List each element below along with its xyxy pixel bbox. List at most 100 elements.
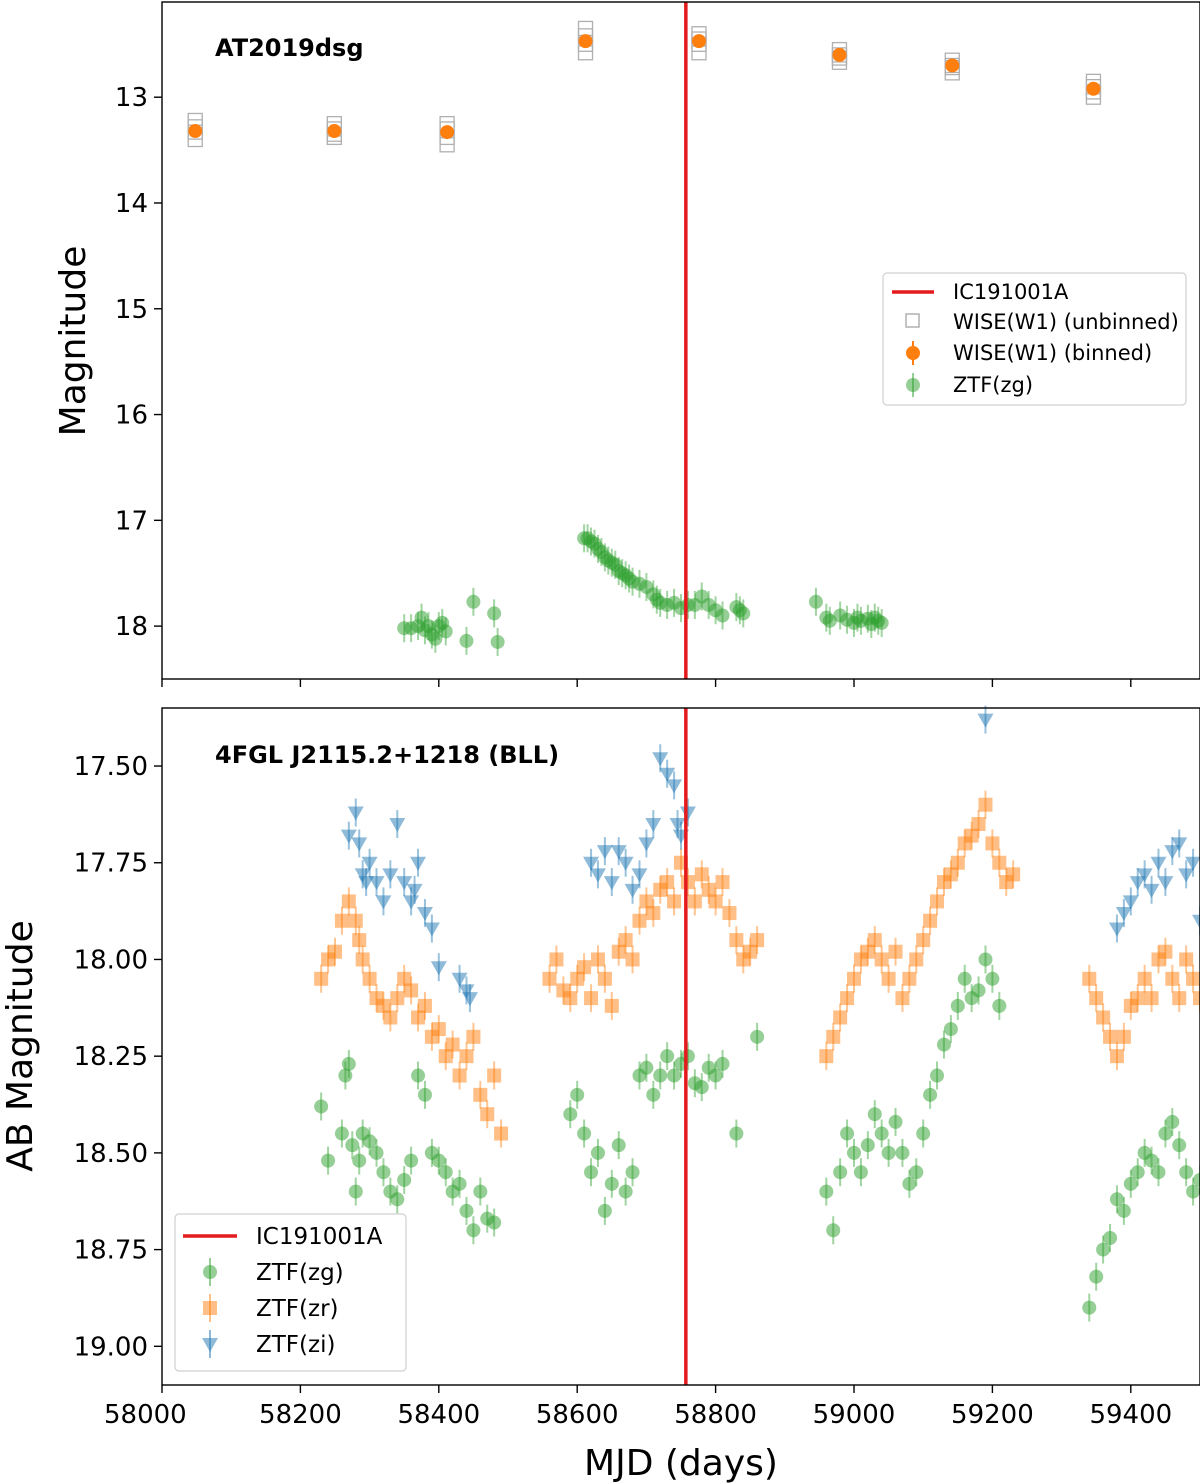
ztf-zr-point [352, 933, 367, 948]
ztf-zr-point [1082, 971, 1097, 986]
ztf-zi-point [1122, 895, 1139, 910]
bottom-legend-zr-swatch [203, 1301, 217, 1315]
ztf-zr-point [397, 971, 412, 986]
ztf-zi-point [631, 868, 648, 883]
ztf-zr-point [1109, 1049, 1124, 1064]
ztf-zr-point [611, 944, 626, 959]
ztf-zg-point [452, 1176, 467, 1191]
ztf-zi-point [1171, 837, 1188, 852]
ztf-zg-point [916, 1126, 931, 1141]
top-panel-frame [161, 1, 1200, 680]
ztf-zi-point [354, 868, 371, 883]
bottom-legend-zi-label: ZTF(zi) [256, 1332, 335, 1358]
ztf-zi-point [669, 818, 686, 833]
ztf-zr-point [840, 991, 855, 1006]
ztf-zi-point [347, 806, 364, 821]
ztf-zr-point [452, 1068, 467, 1083]
ztf-zr-point [314, 971, 329, 986]
ztf-zr-point [404, 983, 419, 998]
ztf-zi-point [645, 818, 662, 833]
ztf-zg-point [1165, 1114, 1180, 1129]
x-tick-label: 59400 [1089, 1400, 1172, 1430]
ztf-zg-point [1193, 1172, 1200, 1187]
wise-w1-binned-point [945, 58, 960, 73]
ztf-zr-point [715, 875, 730, 890]
ztf-zr-point [701, 882, 716, 897]
wise-w1-binned-point [327, 124, 342, 139]
ztf-zg-point [362, 1134, 377, 1149]
top-panel-title: AT2019dsg [215, 34, 364, 62]
ztf-zg-point [950, 998, 965, 1013]
y-tick-label: 18.75 [74, 1236, 148, 1266]
ztf-zr-point [881, 971, 896, 986]
ztf-zg-point [646, 1087, 661, 1102]
y-tick-label: 18 [115, 612, 148, 642]
ztf-zg-point [833, 1165, 848, 1180]
ztf-zg-point [487, 1215, 502, 1230]
top-legend-vline-label: IC191001A [953, 280, 1069, 304]
ztf-zr-point [473, 1087, 488, 1102]
ztf-zg-point [978, 952, 993, 967]
ztf-zg-point [341, 1056, 356, 1071]
wise-w1-binned-point [1086, 81, 1101, 96]
y-tick-label: 18.25 [74, 1042, 148, 1072]
top-panel-legend: IC191001A WISE(W1) (unbinned) WISE(W1) (… [882, 272, 1187, 406]
ztf-zi-point [666, 779, 683, 794]
ztf-zr-point [577, 960, 592, 975]
ztf-zg-point [390, 1192, 405, 1207]
ztf-zr-point [563, 991, 578, 1006]
ztf-zg-point [715, 1056, 730, 1071]
bottom-panel-y-axis-label: AB Magnitude [0, 920, 41, 1172]
y-tick-label: 17.75 [74, 849, 148, 879]
top-panel-y-axis-label: Magnitude [53, 246, 94, 437]
ztf-zi-point [382, 868, 399, 883]
ztf-zg-point [808, 594, 823, 609]
ztf-zg-point [660, 1049, 675, 1064]
ztf-zr-point [694, 867, 709, 882]
ztf-zi-point [1192, 914, 1200, 929]
ztf-zr-point [1158, 944, 1173, 959]
ztf-zg-point [1144, 1153, 1159, 1168]
ztf-zg-point [404, 1153, 419, 1168]
ztf-zr-point [445, 1037, 460, 1052]
ztf-zg-point [577, 1126, 592, 1141]
ztf-zi-point [1178, 868, 1195, 883]
x-axis-label: MJD (days) [584, 1443, 778, 1483]
ztf-zg-point [930, 1068, 945, 1083]
ztf-zg-point [618, 1184, 633, 1199]
ztf-zi-point [1164, 845, 1181, 860]
ztf-zr-point [708, 894, 723, 909]
ztf-zi-point [423, 922, 440, 937]
ztf-zg-point [1179, 1165, 1194, 1180]
ztf-zg-point [847, 1145, 861, 1160]
ztf-zr-point [1103, 1029, 1118, 1044]
ztf-zg-point [1089, 1269, 1104, 1284]
ztf-zr-point [909, 952, 924, 967]
ztf-zr-point [992, 855, 1007, 870]
y-tick-label: 17 [115, 506, 148, 536]
ztf-zg-point [1103, 1230, 1118, 1245]
x-tick-label: 58400 [397, 1400, 480, 1430]
ztf-zr-point [480, 1107, 495, 1122]
ztf-zi-point [406, 883, 423, 898]
bottom-panel-points [314, 705, 1200, 1322]
ztf-zr-point [1130, 991, 1145, 1006]
ztf-zi-point [358, 876, 375, 891]
top-panel-y-ticks: 13 14 15 16 17 18 [115, 83, 162, 642]
ztf-zr-point [646, 906, 661, 921]
wise-w1-binned-point [691, 34, 706, 49]
y-tick-label: 14 [115, 189, 148, 219]
ztf-zr-point [750, 933, 765, 948]
ztf-zr-point [383, 1010, 398, 1025]
ztf-zg-point [438, 1165, 453, 1180]
ztf-zi-point [403, 895, 420, 910]
ztf-zg-point [936, 1037, 951, 1052]
ztf-zi-point [1157, 876, 1174, 891]
ztf-zr-point [438, 1049, 453, 1064]
ztf-zg-point [345, 1138, 360, 1153]
bottom-panel-frame [161, 707, 1200, 1386]
ztf-zg-point [874, 615, 889, 630]
ztf-zr-point [964, 828, 979, 843]
bottom-legend-vline-label: IC191001A [256, 1224, 383, 1250]
ztf-zr-point [390, 991, 405, 1006]
